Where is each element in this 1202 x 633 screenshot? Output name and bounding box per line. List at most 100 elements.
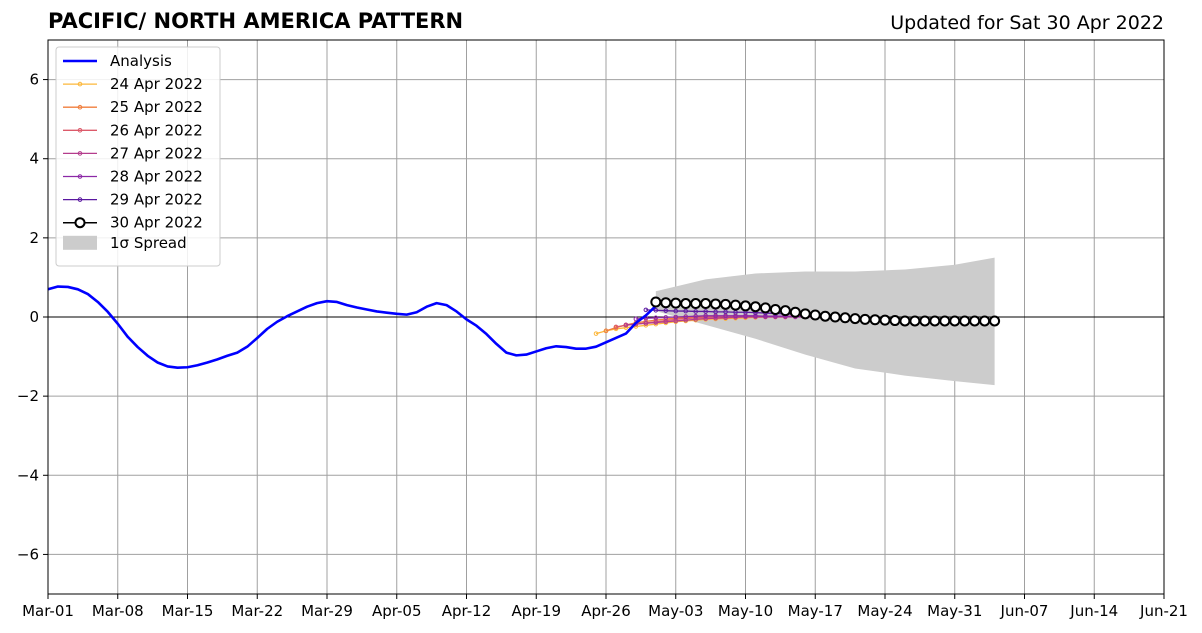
- legend-label-forecast: 27 Apr 2022: [110, 144, 203, 162]
- forecast-point: [623, 322, 629, 328]
- forecast-latest-point: [879, 314, 891, 326]
- legend-marker-forecast: [77, 128, 83, 133]
- legend-label-spread: 1σ Spread: [110, 234, 187, 252]
- forecast-latest-point: [949, 315, 961, 327]
- x-tick-label: Jun-07: [1000, 602, 1049, 620]
- legend-box: [55, 46, 221, 267]
- forecast-latest-point: [759, 302, 771, 314]
- x-tick-label: Mar-08: [92, 602, 144, 620]
- forecast-latest-point: [740, 300, 751, 312]
- x-tick-label: Jun-21: [1139, 602, 1188, 620]
- forecast-latest-point: [839, 312, 851, 324]
- forecast-point: [693, 309, 698, 314]
- x-tick-label: Apr-26: [581, 602, 631, 620]
- y-tick-label: 2: [29, 229, 39, 247]
- forecast-latest-point: [749, 301, 761, 313]
- forecast-point: [663, 308, 669, 313]
- legend-marker-forecast: [77, 151, 83, 156]
- legend-label-forecast: 26 Apr 2022: [110, 121, 203, 139]
- legend: Analysis 24 Apr 2022 25 Apr 2022 26 Apr 202…: [55, 46, 221, 267]
- y-tick-label: 0: [29, 308, 39, 326]
- forecast-latest-point: [670, 297, 682, 309]
- y-tick-label: −4: [17, 466, 39, 484]
- legend-label-forecast: 25 Apr 2022: [110, 98, 203, 116]
- forecast-point: [653, 320, 659, 325]
- forecast-latest-point: [720, 298, 732, 310]
- forecast-latest-point: [779, 305, 791, 317]
- forecast-point: [593, 331, 599, 336]
- legend-marker-forecast: [74, 217, 86, 229]
- forecast-point: [643, 307, 649, 313]
- x-tick-label: Jun-14: [1069, 602, 1118, 620]
- y-tick-label: 6: [29, 71, 39, 89]
- forecast-point: [603, 328, 609, 334]
- forecast-point: [723, 309, 728, 315]
- forecast-point: [703, 313, 708, 319]
- forecast-latest-point: [899, 315, 911, 327]
- forecast-latest-point: [969, 315, 981, 327]
- forecast-latest-point: [660, 297, 672, 309]
- forecast-latest-point: [819, 310, 831, 322]
- series-layer: [47, 285, 1001, 369]
- forecast-latest-point: [939, 315, 951, 327]
- x-tick-label: Mar-15: [162, 602, 214, 620]
- x-tick-label: Apr-05: [372, 602, 422, 620]
- x-tick-label: Mar-22: [231, 602, 283, 620]
- forecast-latest-point: [989, 315, 1001, 327]
- forecast-latest-point: [829, 311, 841, 323]
- forecast-latest-point: [650, 296, 662, 308]
- x-tick-label: May-31: [927, 602, 982, 620]
- forecast-latest-point: [680, 298, 692, 310]
- analysis-line: [47, 285, 657, 369]
- forecast-latest-point: [959, 315, 971, 327]
- legend-marker-forecast: [77, 197, 83, 202]
- x-tick-label: May-17: [788, 602, 843, 620]
- y-tick-label: 4: [29, 150, 39, 168]
- forecast-latest-point: [909, 315, 921, 327]
- chart-title: PACIFIC/ NORTH AMERICA PATTERN: [48, 9, 464, 33]
- legend-label-analysis: Analysis: [110, 52, 172, 70]
- forecast-latest-point: [799, 308, 811, 320]
- forecast-latest-point: [919, 315, 931, 327]
- forecast-latest-point: [710, 298, 722, 310]
- x-tick-label: Apr-19: [512, 602, 562, 620]
- forecast-point: [683, 314, 689, 319]
- y-axis-ticks: −6 −4 −2 0 2 4 6: [17, 71, 48, 563]
- forecast-latest-point: [979, 315, 991, 327]
- forecast-point: [663, 319, 669, 325]
- y-tick-label: −6: [17, 545, 39, 563]
- forecast-latest-point: [889, 315, 901, 327]
- forecast-point: [713, 309, 718, 315]
- x-axis-ticks: Mar-01 Mar-08 Mar-15 Mar-22 Mar-29 Apr-05 Apr-…: [22, 594, 1188, 620]
- x-tick-label: Mar-29: [301, 602, 353, 620]
- forecast-latest-point: [869, 314, 881, 326]
- legend-marker-forecast: [77, 174, 83, 179]
- chart-subtitle: Updated for Sat 30 Apr 2022: [890, 12, 1164, 34]
- forecast-point: [643, 321, 649, 326]
- legend-marker-forecast: [77, 81, 83, 87]
- forecast-point: [613, 324, 619, 330]
- legend-label-forecast: 29 Apr 2022: [110, 191, 203, 209]
- legend-swatch-spread: [63, 235, 97, 250]
- forecast-point: [673, 314, 679, 320]
- forecast-point: [673, 308, 679, 314]
- y-tick-label: −2: [17, 387, 39, 405]
- forecast-latest-point: [690, 298, 702, 310]
- x-tick-label: May-10: [718, 602, 773, 620]
- forecast-latest-point: [769, 303, 781, 315]
- x-tick-label: May-24: [857, 602, 912, 620]
- x-tick-label: Mar-01: [22, 602, 74, 620]
- legend-label-forecast: 28 Apr 2022: [110, 168, 203, 186]
- forecast-latest-point: [929, 315, 941, 327]
- x-tick-label: May-03: [648, 602, 703, 620]
- forecast-point: [683, 308, 689, 314]
- forecast-point: [703, 316, 708, 321]
- forecast-latest-point: [809, 309, 821, 321]
- forecast-point: [693, 313, 698, 319]
- forecast-point: [663, 315, 669, 320]
- x-tick-label: Apr-12: [442, 602, 492, 620]
- legend-marker-forecast: [77, 104, 83, 110]
- forecast-point: [703, 309, 708, 314]
- legend-label-forecast: 30 Apr 2022: [110, 214, 203, 232]
